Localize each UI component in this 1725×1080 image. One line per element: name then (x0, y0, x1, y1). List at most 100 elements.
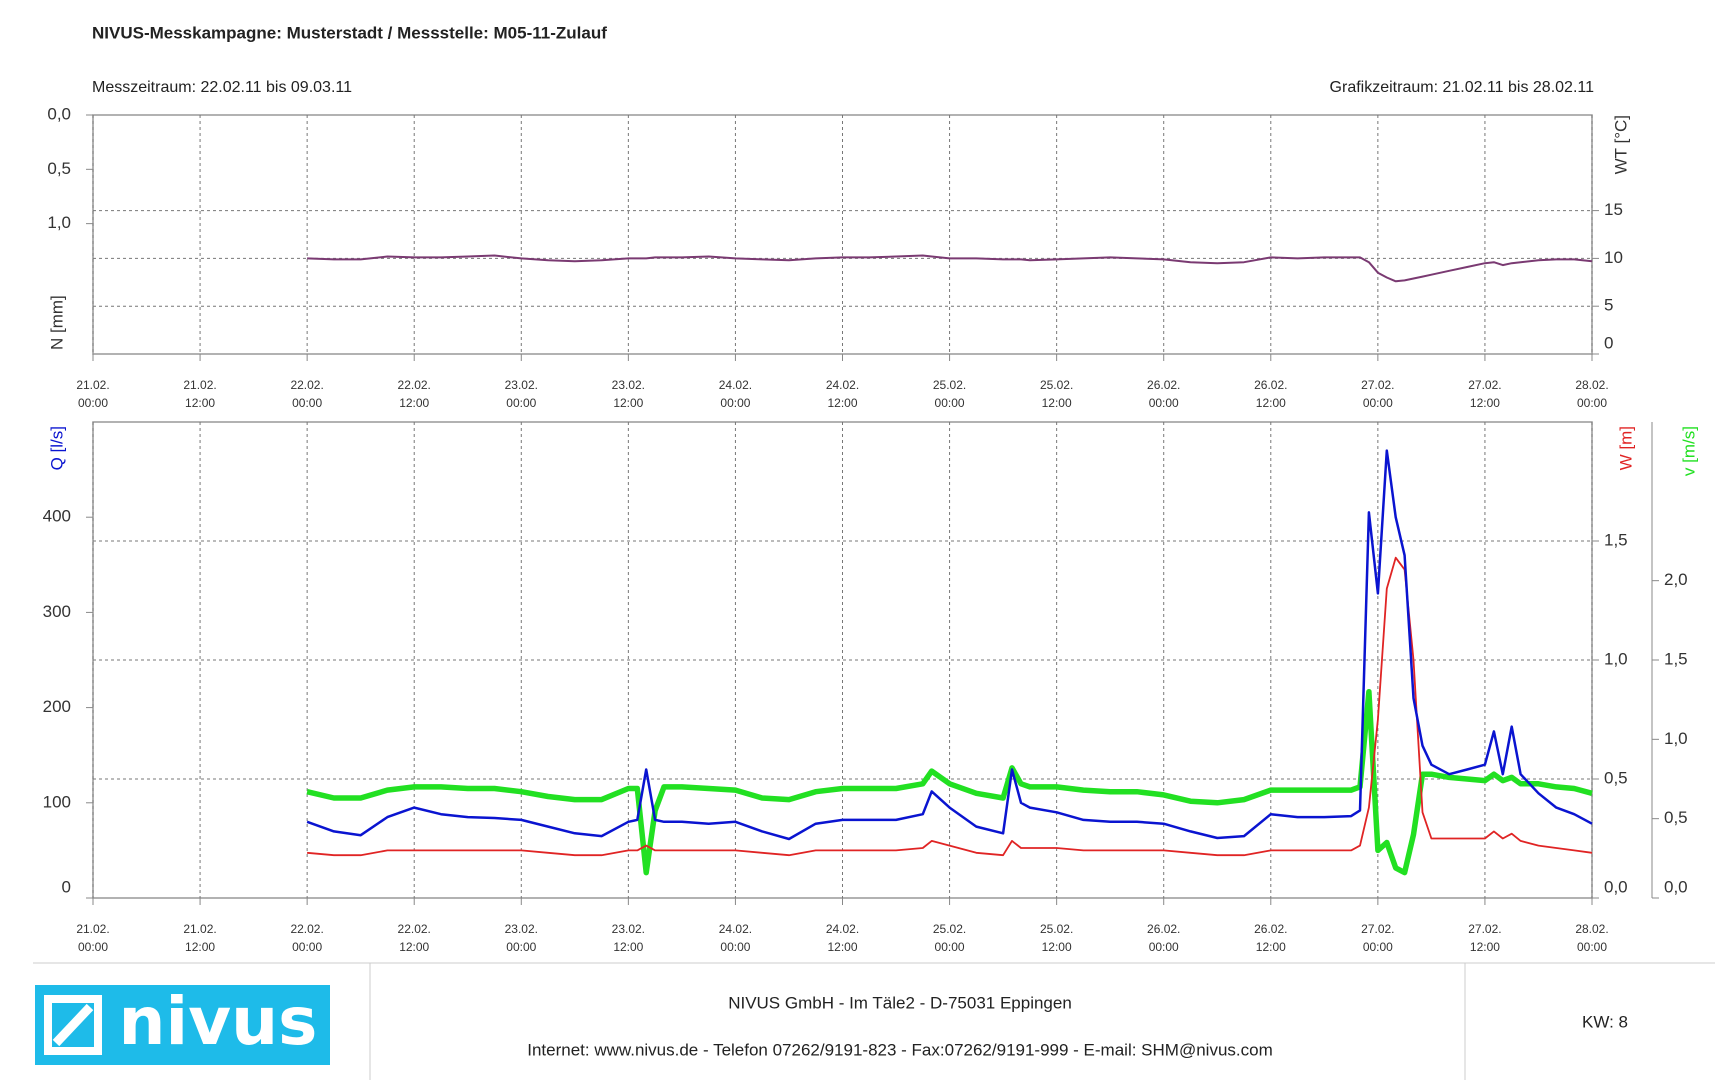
x-tick-label: 22.02. (290, 378, 323, 392)
y2-tick-label: 0,5 (1604, 768, 1628, 787)
graph-period: Grafikzeitraum: 21.02.11 bis 28.02.11 (1330, 79, 1595, 96)
x-tick-label: 21.02. (183, 922, 216, 936)
plot-frame (92, 114, 1593, 355)
y-tick-label: 200 (43, 697, 71, 716)
x-tick-label: 26.02. (1254, 378, 1287, 392)
x-tick-label: 00:00 (506, 396, 536, 410)
x-tick-label: 27.02. (1468, 378, 1501, 392)
x-tick-label: 24.02. (719, 922, 752, 936)
x-tick-label: 00:00 (78, 940, 108, 954)
y2-tick-label: 1,5 (1604, 530, 1628, 549)
x-tick-label: 25.02. (933, 378, 966, 392)
x-tick-label: 00:00 (506, 940, 536, 954)
x-tick-label: 12:00 (1256, 940, 1286, 954)
axis-title: WT [°C] (1611, 115, 1630, 174)
y-tick-label: 1,0 (47, 213, 71, 232)
axis-title: Q [l/s] (47, 426, 66, 470)
x-tick-label: 21.02. (183, 378, 216, 392)
x-tick-label: 00:00 (292, 940, 322, 954)
x-tick-label: 12:00 (613, 396, 643, 410)
x-tick-label: 12:00 (185, 396, 215, 410)
y2-tick-label: 10 (1604, 248, 1623, 267)
x-tick-label: 26.02. (1147, 378, 1180, 392)
measure-period: Messzeitraum: 22.02.11 bis 09.03.11 (92, 79, 352, 96)
x-tick-label: 26.02. (1254, 922, 1287, 936)
x-tick-label: 25.02. (933, 922, 966, 936)
x-tick-label: 24.02. (826, 378, 859, 392)
x-tick-label: 23.02. (505, 378, 538, 392)
y-tick-label: 300 (43, 602, 71, 621)
x-tick-label: 12:00 (185, 940, 215, 954)
chart-panel: 21.02. 00:00 21.02. 12:00 22.02. 00:00 22.02. 1… (47, 104, 1630, 410)
x-tick-label: 12:00 (613, 940, 643, 954)
y3-tick-label: 0,0 (1664, 877, 1688, 896)
x-tick-label: 23.02. (612, 922, 645, 936)
x-tick-label: 22.02. (398, 922, 431, 936)
x-tick-label: 27.02. (1468, 922, 1501, 936)
x-tick-label: 21.02. (76, 922, 109, 936)
y3-tick-label: 1,5 (1664, 649, 1688, 668)
x-tick-label: 00:00 (1363, 396, 1393, 410)
axis-title: N [mm] (47, 295, 66, 350)
x-tick-label: 26.02. (1147, 922, 1180, 936)
x-tick-label: 24.02. (826, 922, 859, 936)
axis-title: v [m/s] (1679, 426, 1698, 476)
x-tick-label: 12:00 (1042, 940, 1072, 954)
data-line (306, 688, 1593, 876)
y3-tick-label: 2,0 (1664, 570, 1688, 589)
x-tick-label: 12:00 (1470, 940, 1500, 954)
y-tick-label: 0 (62, 877, 71, 896)
footer-contact: Internet: www.nivus.de - Telefon 07262/9… (527, 1040, 1273, 1059)
y-tick-label: 400 (43, 507, 71, 526)
x-tick-label: 28.02. (1575, 378, 1608, 392)
calendar-week: KW: 8 (1582, 1012, 1628, 1031)
y2-tick-label: 0 (1604, 333, 1613, 352)
footer-address: NIVUS GmbH - Im Täle2 - D-75031 Eppingen (728, 993, 1072, 1012)
x-tick-label: 23.02. (505, 922, 538, 936)
y2-tick-label: 1,0 (1604, 649, 1628, 668)
x-tick-label: 24.02. (719, 378, 752, 392)
y-tick-label: 100 (43, 792, 71, 811)
x-tick-label: 00:00 (720, 940, 750, 954)
y3-tick-label: 0,5 (1664, 808, 1688, 827)
logo: nivus (35, 983, 330, 1065)
x-tick-label: 00:00 (935, 396, 965, 410)
x-tick-label: 00:00 (1363, 940, 1393, 954)
x-tick-label: 12:00 (827, 396, 857, 410)
axis-title: W [m] (1616, 426, 1635, 470)
x-tick-label: 22.02. (398, 378, 431, 392)
logo-slash (52, 1003, 94, 1047)
x-tick-label: 27.02. (1361, 922, 1394, 936)
x-tick-label: 23.02. (612, 378, 645, 392)
x-tick-label: 12:00 (399, 396, 429, 410)
x-tick-label: 00:00 (292, 396, 322, 410)
y3-tick-label: 1,0 (1664, 729, 1688, 748)
data-line (306, 449, 1593, 841)
x-tick-label: 12:00 (399, 940, 429, 954)
x-tick-label: 00:00 (1577, 940, 1607, 954)
y-tick-label: 0,5 (47, 159, 71, 178)
x-tick-label: 12:00 (1470, 396, 1500, 410)
x-tick-label: 00:00 (935, 940, 965, 954)
x-tick-label: 25.02. (1040, 922, 1073, 936)
y2-tick-label: 15 (1604, 200, 1623, 219)
x-tick-label: 12:00 (827, 940, 857, 954)
x-tick-label: 00:00 (720, 396, 750, 410)
x-tick-label: 25.02. (1040, 378, 1073, 392)
data-line (307, 556, 1593, 857)
x-tick-label: 00:00 (1577, 396, 1607, 410)
y2-tick-label: 5 (1604, 296, 1613, 315)
x-tick-label: 28.02. (1575, 922, 1608, 936)
data-line (307, 254, 1593, 283)
x-tick-label: 21.02. (76, 378, 109, 392)
x-tick-label: 12:00 (1042, 396, 1072, 410)
x-tick-label: 00:00 (1149, 940, 1179, 954)
x-tick-label: 22.02. (290, 922, 323, 936)
y-tick-label: 0,0 (47, 104, 71, 123)
x-tick-label: 00:00 (78, 396, 108, 410)
x-tick-label: 00:00 (1149, 396, 1179, 410)
y2-tick-label: 0,0 (1604, 877, 1628, 896)
